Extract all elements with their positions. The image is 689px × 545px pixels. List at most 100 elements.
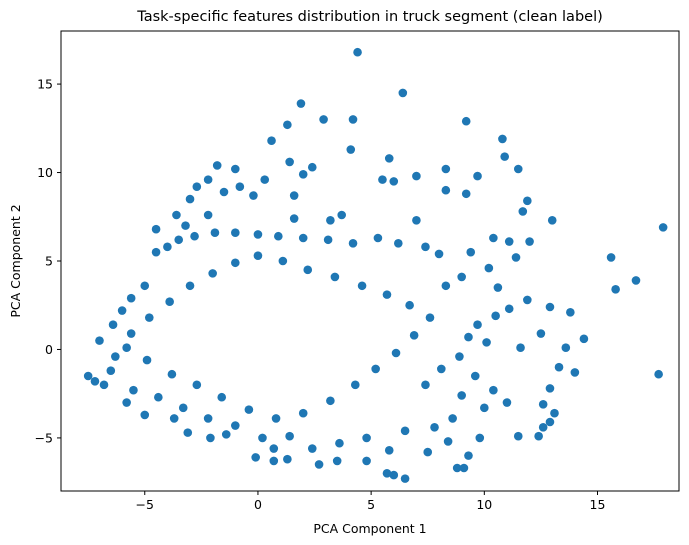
scatter-point <box>550 408 559 418</box>
scatter-point <box>142 355 152 365</box>
scatter-point <box>117 306 127 315</box>
scatter-point <box>534 431 543 441</box>
scatter-point <box>303 265 313 275</box>
scatter-point <box>459 463 469 473</box>
chart-title: Task-specific features distribution in t… <box>136 9 603 25</box>
scatter-point <box>353 47 362 57</box>
scatter-point <box>106 366 116 375</box>
x-tick-label: 15 <box>590 497 606 512</box>
scatter-point <box>167 369 177 379</box>
scatter-point <box>425 313 435 322</box>
scatter-point <box>221 430 231 439</box>
scatter-point <box>219 187 229 197</box>
scatter-point <box>183 428 193 437</box>
scatter-point <box>90 377 100 386</box>
scatter-point <box>267 136 276 145</box>
scatter-point <box>285 157 294 167</box>
x-axis-label: PCA Component 1 <box>313 521 426 536</box>
scatter-point <box>192 182 202 191</box>
x-tick-label: −5 <box>136 497 154 512</box>
scatter-point <box>545 384 555 393</box>
x-tick-label: 5 <box>367 497 375 512</box>
scatter-point <box>165 297 174 306</box>
scatter-point <box>144 313 154 322</box>
scatter-point <box>289 191 299 200</box>
scatter-point <box>461 116 471 126</box>
y-axis-label: PCA Component 2 <box>8 204 23 317</box>
scatter-point <box>384 154 394 163</box>
scatter-point <box>536 329 546 338</box>
y-tick-label: −5 <box>35 430 53 445</box>
scatter-point <box>518 207 528 216</box>
scatter-point <box>473 171 482 181</box>
scatter-point <box>278 256 288 266</box>
scatter-point <box>405 300 414 310</box>
scatter-point <box>547 216 557 225</box>
scatter-point <box>203 175 213 184</box>
scatter-point <box>126 329 136 338</box>
scatter-point <box>441 281 451 291</box>
scatter-point <box>516 343 525 352</box>
scatter-point <box>430 423 439 432</box>
scatter-point <box>513 164 523 174</box>
scatter-point <box>298 170 308 179</box>
scatter-point <box>298 233 308 243</box>
scatter-point <box>373 233 383 243</box>
scatter-point <box>362 456 371 466</box>
scatter-point <box>502 398 512 407</box>
scatter-point <box>203 414 213 423</box>
scatter-point <box>208 269 217 278</box>
scatter-point <box>296 99 306 108</box>
scatter-point <box>231 164 240 174</box>
scatter-point <box>326 216 335 225</box>
scatter-point <box>350 380 360 390</box>
scatter-point <box>231 421 240 430</box>
scatter-point <box>181 221 190 230</box>
scatter-point <box>108 320 118 329</box>
scatter-point <box>253 230 263 239</box>
scatter-point <box>525 237 534 246</box>
scatter-point <box>498 134 507 144</box>
scatter-point <box>323 235 333 245</box>
scatter-point <box>464 451 473 460</box>
scatter-point <box>606 253 616 262</box>
scatter-point <box>210 228 220 237</box>
scatter-point <box>384 446 394 455</box>
scatter-point <box>217 392 227 402</box>
scatter-point <box>99 380 109 390</box>
x-axis: −5 0 5 10 15 <box>136 491 606 512</box>
scatter-point <box>283 454 292 464</box>
scatter-point <box>319 115 328 124</box>
scatter-point <box>330 272 340 282</box>
scatter-point <box>140 410 150 420</box>
plot-area <box>83 47 668 483</box>
x-tick-label: 0 <box>254 497 262 512</box>
scatter-point <box>434 249 444 259</box>
scatter-point <box>461 189 471 199</box>
scatter-point <box>174 235 184 245</box>
scatter-point <box>260 175 270 184</box>
scatter-point <box>178 403 188 413</box>
scatter-point <box>249 191 258 200</box>
scatter-point <box>307 444 317 453</box>
scatter-point <box>269 444 279 453</box>
scatter-point <box>423 447 433 457</box>
scatter-point <box>480 403 489 413</box>
scatter-point <box>126 293 136 303</box>
scatter-point <box>298 408 308 418</box>
scatter-point <box>412 171 421 181</box>
scatter-point <box>473 320 482 329</box>
x-tick-label: 10 <box>476 497 492 512</box>
scatter-point <box>269 456 279 466</box>
scatter-point <box>289 214 299 223</box>
scatter-point <box>489 385 498 395</box>
scatter-point <box>231 228 240 237</box>
scatter-point <box>457 391 466 400</box>
scatter-point <box>466 247 476 257</box>
scatter-point <box>504 237 514 246</box>
scatter-point <box>400 474 410 483</box>
scatter-point <box>274 231 283 241</box>
scatter-point <box>129 385 138 395</box>
scatter-point <box>545 302 555 312</box>
